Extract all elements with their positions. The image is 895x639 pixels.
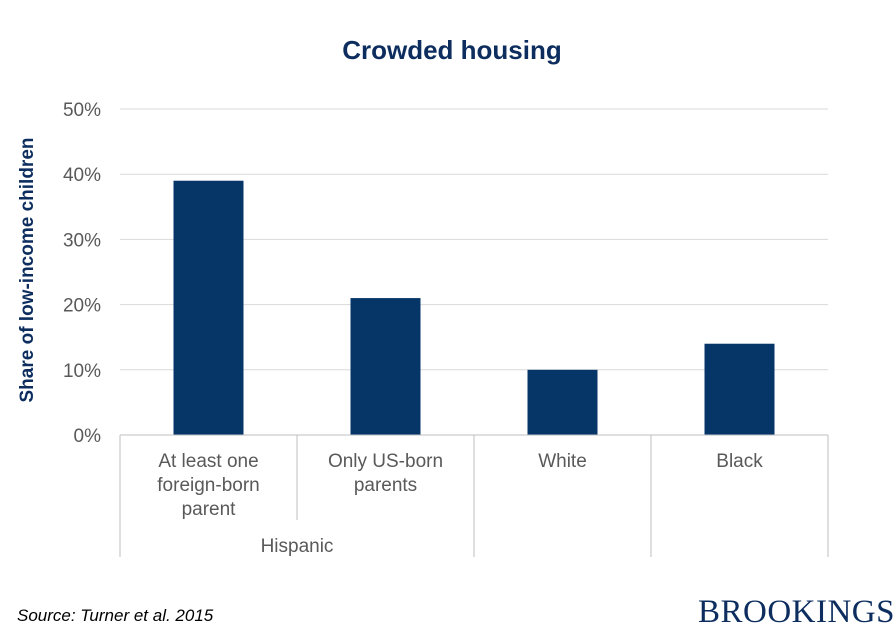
source-note: Source: Turner et al. 2015 <box>17 606 214 625</box>
x-tick-label: At least one <box>158 451 258 472</box>
x-tick-label: White <box>538 451 587 472</box>
x-tick-label: foreign-born <box>157 475 259 496</box>
bar <box>704 343 775 435</box>
y-axis-label: Share of low-income children <box>17 138 38 403</box>
bar <box>527 369 598 435</box>
bar <box>173 180 244 435</box>
y-tick-label: 0% <box>74 426 102 447</box>
y-tick-label: 40% <box>63 165 101 186</box>
bar <box>350 298 421 435</box>
y-tick-label: 30% <box>63 230 101 251</box>
x-tick-label: Black <box>716 451 763 472</box>
bars <box>173 180 775 435</box>
x-axis: At least one foreign-born parent Only US-bo… <box>119 434 829 557</box>
y-tick-label: 10% <box>63 361 101 382</box>
x-tick-label: parents <box>354 475 417 496</box>
x-tick-label: Only US-born <box>328 451 443 472</box>
group-label: Hispanic <box>261 536 334 557</box>
y-tick-label: 50% <box>63 100 101 121</box>
x-tick-label: parent <box>182 499 237 520</box>
y-tick-label: 20% <box>63 296 101 317</box>
y-tick-labels: 0% 10% 20% 30% 40% 50% <box>63 100 101 447</box>
chart-title: Crowded housing <box>342 35 562 65</box>
brookings-logo: BROOKINGS <box>697 594 895 630</box>
